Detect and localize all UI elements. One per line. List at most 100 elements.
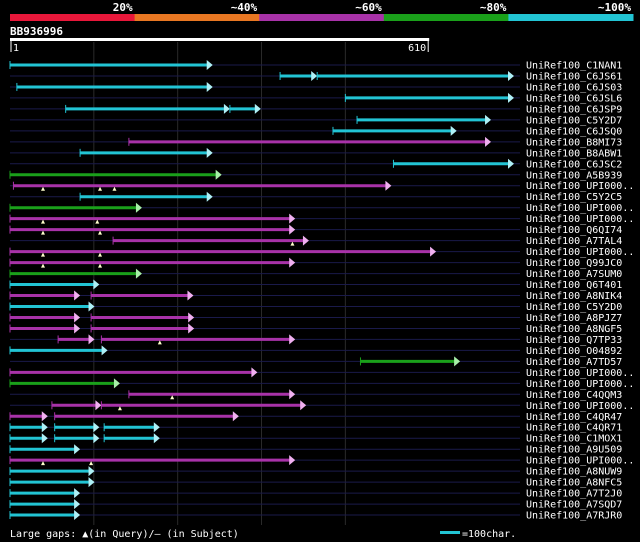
hit-label[interactable]: UniRef100_UPI000..: [526, 368, 634, 379]
scale-segment-3: [259, 14, 385, 21]
hit-label[interactable]: UniRef100_UPI000..: [526, 203, 634, 214]
hit-row[interactable]: UniRef100_UPI000..: [9, 367, 634, 379]
hit-row[interactable]: UniRef100_A8NFC5: [9, 477, 622, 489]
hit-label[interactable]: UniRef100_C6JSP9: [526, 104, 622, 115]
hit-row[interactable]: UniRef100_O04892: [9, 345, 622, 357]
hit-arrowhead: [74, 290, 81, 301]
hit-label[interactable]: UniRef100_A8NFC5: [526, 478, 622, 489]
hit-row[interactable]: UniRef100_C6JS61: [10, 70, 622, 83]
hit-label[interactable]: UniRef100_A7SQD7: [526, 500, 622, 511]
hit-row[interactable]: UniRef100_UPI000..: [9, 246, 634, 259]
query-gap-marker: [40, 186, 45, 191]
hit-row[interactable]: UniRef100_C6JS03: [10, 81, 622, 94]
hit-label[interactable]: UniRef100_A5B939: [526, 170, 622, 181]
hit-row[interactable]: UniRef100_A8NUW9: [9, 466, 622, 478]
hit-row[interactable]: UniRef100_UPI000..: [9, 378, 634, 390]
hit-label[interactable]: UniRef100_C5Y2D7: [526, 115, 622, 126]
hit-arrowhead: [153, 422, 160, 433]
hit-row[interactable]: UniRef100_Q7TP33: [10, 334, 622, 346]
hit-row[interactable]: UniRef100_C4QR71: [9, 422, 622, 434]
hit-label[interactable]: UniRef100_C6JS61: [526, 71, 622, 82]
scale-text: =100char.: [462, 529, 516, 540]
hit-label[interactable]: UniRef100_B8ABW1: [526, 148, 622, 159]
hit-arrowhead: [251, 367, 258, 378]
hit-row[interactable]: UniRef100_A8PJZ7: [9, 312, 622, 324]
hit-label[interactable]: UniRef100_B8MI73: [526, 137, 622, 148]
hit-row[interactable]: UniRef100_C6JSC2: [10, 158, 622, 171]
hit-row[interactable]: UniRef100_A9U509: [9, 444, 622, 456]
hit-label[interactable]: UniRef100_UPI000..: [526, 401, 634, 412]
hit-label[interactable]: UniRef100_UPI000..: [526, 456, 634, 467]
hit-arrowhead: [289, 213, 296, 224]
hit-row[interactable]: UniRef100_A5B939: [9, 169, 622, 182]
hit-label[interactable]: UniRef100_C4QR71: [526, 423, 622, 434]
hit-row[interactable]: UniRef100_C5Y2D7: [10, 114, 622, 127]
hit-label[interactable]: UniRef100_UPI000..: [526, 214, 634, 225]
hit-label[interactable]: UniRef100_A8NUW9: [526, 467, 622, 478]
hit-row[interactable]: UniRef100_UPI000..: [9, 455, 634, 467]
hit-row[interactable]: UniRef100_Q6T401: [9, 279, 622, 292]
hit-row[interactable]: UniRef100_A7TD57: [10, 356, 622, 368]
hit-label[interactable]: UniRef100_A8PJZ7: [526, 313, 622, 324]
hit-label[interactable]: UniRef100_C4QR47: [526, 412, 622, 423]
query-gap-marker: [157, 340, 162, 345]
hit-row[interactable]: UniRef100_UPI000..: [10, 180, 634, 193]
hit-label[interactable]: UniRef100_A7SUM0: [526, 269, 622, 280]
hit-row[interactable]: UniRef100_C5Y2C5: [10, 191, 622, 204]
hit-label[interactable]: UniRef100_A7T2J0: [526, 489, 622, 500]
hit-row[interactable]: UniRef100_C1MOX1: [9, 433, 622, 445]
hit-arrowhead: [93, 433, 100, 444]
hit-label[interactable]: UniRef100_C6JSQ0: [526, 126, 622, 137]
hit-row[interactable]: UniRef100_Q99JC0: [9, 257, 622, 270]
hit-label[interactable]: UniRef100_C4QQM3: [526, 390, 622, 401]
hit-row[interactable]: UniRef100_B8MI73: [10, 136, 622, 149]
hit-row[interactable]: UniRef100_Q6QI74: [9, 224, 622, 237]
hit-label[interactable]: UniRef100_A7TAL4: [526, 236, 622, 247]
hit-label[interactable]: UniRef100_C6JSC2: [526, 159, 622, 170]
hit-row[interactable]: UniRef100_C6JSL6: [10, 92, 622, 105]
hit-label[interactable]: UniRef100_A7RJR0: [526, 511, 622, 522]
query-bar[interactable]: [10, 38, 430, 41]
hit-label[interactable]: UniRef100_C5Y2D0: [526, 302, 622, 313]
hit-label[interactable]: UniRef100_Q7TP33: [526, 335, 622, 346]
query-gap-marker: [117, 406, 122, 411]
hit-row[interactable]: UniRef100_C4QQM3: [10, 389, 622, 401]
hit-label[interactable]: UniRef100_A7TD57: [526, 357, 622, 368]
hit-label[interactable]: UniRef100_C6JS03: [526, 82, 622, 93]
hit-label[interactable]: UniRef100_C1MOX1: [526, 434, 622, 445]
hit-label[interactable]: UniRef100_C5Y2C5: [526, 192, 622, 203]
hit-label[interactable]: UniRef100_UPI000..: [526, 247, 634, 258]
hit-label[interactable]: UniRef100_A9U509: [526, 445, 622, 456]
hit-label[interactable]: UniRef100_C1NAN1: [526, 61, 622, 72]
hit-label[interactable]: UniRef100_A8NGF5: [526, 324, 622, 335]
identity-scale-labels: 20% ~40% ~60% ~80% ~100%: [113, 1, 632, 14]
hit-label[interactable]: UniRef100_Q99JC0: [526, 258, 622, 269]
hit-arrowhead: [206, 81, 213, 92]
hit-row[interactable]: UniRef100_A7SQD7: [9, 499, 622, 511]
hit-row[interactable]: UniRef100_UPI000..: [10, 400, 634, 412]
hit-label[interactable]: UniRef100_Q6T401: [526, 280, 622, 291]
footer: Large gaps: ▲(in Query)/– (in Subject) =…: [10, 529, 516, 540]
hit-row[interactable]: UniRef100_C5Y2D0: [9, 301, 622, 313]
hit-row[interactable]: UniRef100_A8NIK4: [9, 290, 622, 303]
hit-row[interactable]: UniRef100_C4QR47: [9, 411, 622, 423]
hit-row[interactable]: UniRef100_C6JSP9: [10, 103, 622, 116]
hit-row[interactable]: UniRef100_A7SUM0: [9, 268, 622, 281]
hit-label[interactable]: UniRef100_O04892: [526, 346, 622, 357]
hit-row[interactable]: UniRef100_C6JSQ0: [10, 125, 622, 138]
hit-label[interactable]: UniRef100_Q6QI74: [526, 225, 622, 236]
hit-row[interactable]: UniRef100_A7RJR0: [9, 510, 622, 522]
hit-label[interactable]: UniRef100_UPI000..: [526, 181, 634, 192]
hit-row[interactable]: UniRef100_A8NGF5: [9, 323, 622, 335]
hit-row[interactable]: UniRef100_A7TAL4: [10, 235, 622, 248]
hit-label[interactable]: UniRef100_A8NIK4: [526, 291, 622, 302]
hit-row[interactable]: UniRef100_C1NAN1: [9, 60, 622, 72]
hit-row[interactable]: UniRef100_A7T2J0: [9, 488, 622, 500]
scale-label-5: ~100%: [598, 1, 631, 14]
hit-row[interactable]: UniRef100_UPI000..: [9, 213, 634, 226]
hit-label[interactable]: UniRef100_C6JSL6: [526, 93, 622, 104]
query-ruler[interactable]: 1 610: [10, 38, 430, 54]
hit-row[interactable]: UniRef100_B8ABW1: [10, 147, 622, 160]
hit-row[interactable]: UniRef100_UPI000..: [9, 202, 634, 215]
hit-label[interactable]: UniRef100_UPI000..: [526, 379, 634, 390]
